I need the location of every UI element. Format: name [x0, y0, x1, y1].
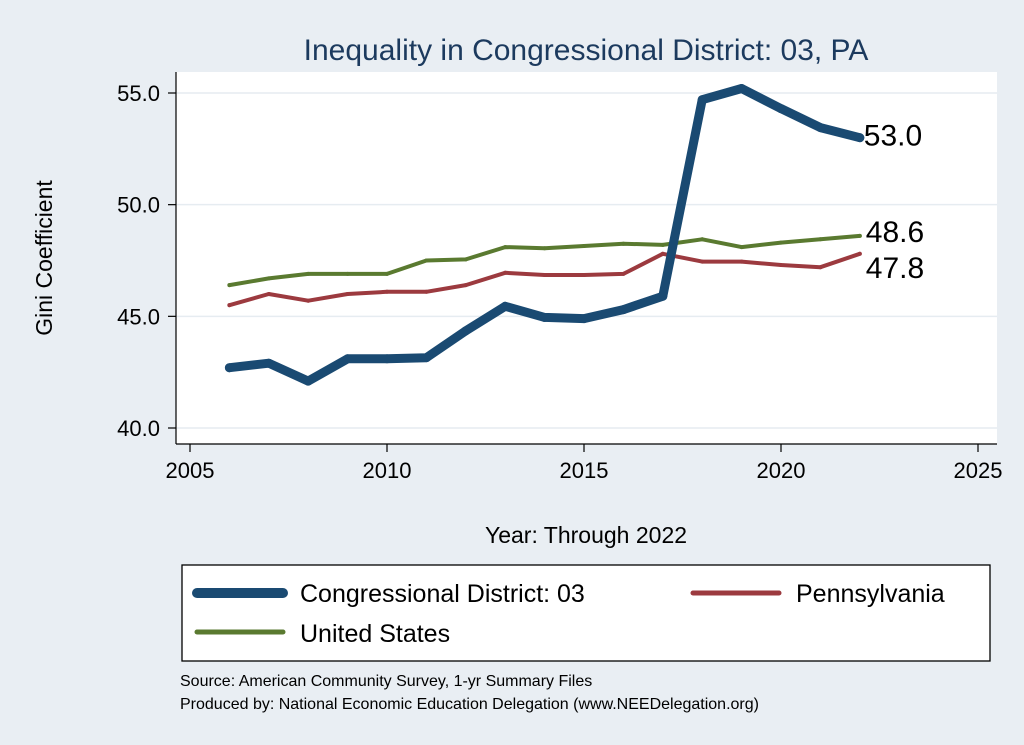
data-point-district	[264, 358, 274, 368]
x-tick-label: 2005	[166, 458, 215, 483]
data-point-district	[815, 123, 825, 133]
data-point-united-states	[385, 271, 389, 276]
data-point-pennsylvania	[503, 270, 508, 275]
data-point-district	[737, 84, 747, 94]
data-point-united-states	[660, 242, 665, 247]
data-point-pennsylvania	[424, 289, 429, 294]
x-tick-label: 2020	[757, 458, 806, 483]
data-point-united-states	[345, 271, 350, 276]
x-tick-label: 2015	[560, 458, 609, 483]
data-point-pennsylvania	[621, 271, 626, 276]
data-point-district	[579, 314, 589, 324]
y-axis-label: Gini Coefficient	[31, 180, 57, 336]
data-point-district	[697, 95, 707, 105]
y-tick-label: 45.0	[117, 304, 160, 329]
data-point-united-states	[463, 257, 468, 262]
producer-note: Produced by: National Economic Education…	[180, 696, 759, 713]
data-point-district	[343, 354, 353, 364]
data-point-pennsylvania	[385, 289, 389, 294]
y-tick-label: 40.0	[117, 416, 160, 441]
data-point-district	[658, 291, 668, 301]
data-point-district	[382, 354, 392, 364]
data-point-united-states	[857, 233, 862, 238]
legend-label-pennsylvania: Pennsylvania	[796, 580, 945, 608]
data-point-pennsylvania	[739, 259, 744, 264]
data-point-pennsylvania	[700, 259, 705, 264]
data-point-united-states	[306, 271, 311, 276]
data-point-united-states	[227, 283, 232, 288]
data-point-district	[461, 326, 471, 336]
y-tick-label: 55.0	[117, 81, 160, 106]
data-point-pennsylvania	[857, 251, 862, 256]
data-point-pennsylvania	[463, 283, 468, 288]
data-point-pennsylvania	[582, 273, 586, 278]
legend-label-district: Congressional District: 03	[300, 580, 585, 608]
end-label-pennsylvania: 47.8	[866, 252, 924, 285]
end-label-united-states: 48.6	[866, 216, 924, 249]
data-point-district	[303, 376, 313, 386]
data-point-pennsylvania	[542, 273, 547, 278]
legend-box	[181, 564, 991, 662]
data-point-district	[421, 353, 431, 363]
data-point-united-states	[424, 258, 429, 263]
data-point-district	[224, 363, 234, 373]
end-label-district: 53.0	[864, 120, 922, 153]
data-point-pennsylvania	[779, 262, 783, 267]
y-tick-label: 50.0	[117, 193, 160, 218]
data-point-pennsylvania	[345, 292, 350, 296]
x-tick-label: 2010	[363, 458, 412, 483]
data-point-pennsylvania	[660, 251, 665, 256]
x-axis-label: Year: Through 2022	[485, 522, 687, 548]
legend: Congressional District: 03 Pennsylvania …	[181, 564, 991, 662]
chart-title: Inequality in Congressional District: 03…	[304, 34, 869, 67]
data-point-united-states	[621, 241, 626, 246]
data-point-district	[776, 104, 786, 114]
data-point-united-states	[818, 237, 823, 242]
data-point-pennsylvania	[818, 265, 823, 270]
source-note: Source: American Community Survey, 1-yr …	[180, 673, 592, 690]
data-point-united-states	[779, 240, 783, 245]
data-point-district	[500, 301, 510, 311]
data-point-district	[618, 305, 628, 315]
data-point-united-states	[739, 245, 744, 250]
data-point-pennsylvania	[266, 292, 271, 296]
legend-label-united-states: United States	[300, 620, 450, 648]
data-point-district	[855, 133, 865, 143]
data-point-united-states	[542, 246, 547, 251]
data-point-united-states	[266, 276, 271, 281]
data-point-pennsylvania	[306, 298, 311, 303]
data-point-united-states	[503, 245, 508, 250]
data-point-united-states	[582, 243, 586, 248]
x-tick-label: 2025	[954, 458, 1003, 483]
data-point-district	[540, 312, 550, 322]
data-point-pennsylvania	[227, 303, 232, 308]
data-point-united-states	[700, 237, 705, 242]
